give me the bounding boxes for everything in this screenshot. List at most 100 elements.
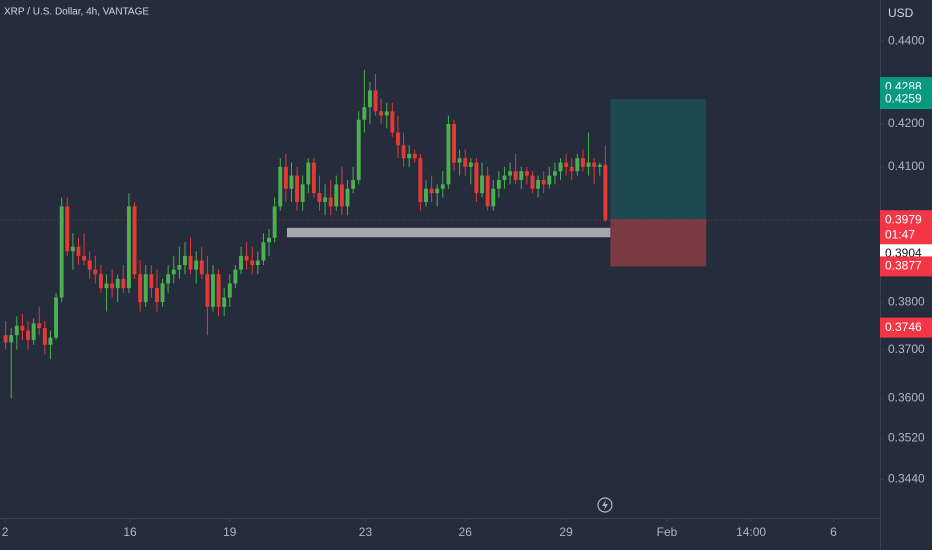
candle-body [31,323,36,341]
candle-body [418,158,423,202]
candle-body [93,269,98,275]
candle-body [177,265,182,270]
replay-icon[interactable] [597,497,613,513]
loss-zone [610,219,707,267]
candle-body [367,90,372,108]
candle-body [3,335,8,343]
chart-title: XRP / U.S. Dollar, 4h, VANTAGE [4,7,149,18]
price-label: 0.3979 [885,212,922,226]
candle-body [82,255,87,261]
candle-body [519,171,524,180]
y-tick-label: 0.4200 [888,116,925,130]
price-label-box [880,210,932,245]
candle-body [345,188,350,207]
candle-body [446,123,451,185]
candle-body [334,184,339,207]
candle-body [564,162,569,167]
candle-body [457,158,462,163]
candle-body [390,111,395,133]
candle-body [14,325,19,336]
candle-body [20,325,25,331]
x-tick-label: 19 [223,525,237,539]
candle-body [311,162,316,194]
candle-body [496,179,501,189]
candle-body [328,197,333,207]
candle-body [530,175,535,189]
candle-body [160,283,165,303]
candle-body [244,255,249,261]
candle-body [502,175,507,180]
candle-body [452,123,456,163]
candle-body [205,274,210,307]
candle-body [424,188,428,202]
candle-body [552,171,557,176]
candle-body [468,162,473,167]
candle-body [592,162,597,167]
price-label: 0.3746 [885,320,922,334]
x-tick-label: 26 [459,525,473,539]
candle-body [26,330,30,341]
currency-label: USD [888,6,914,20]
candle-body [491,188,496,207]
candle-body [435,188,440,194]
candle-body [154,288,159,303]
candle-body [143,274,148,303]
candle-body [199,260,204,275]
candle-body [317,193,322,202]
candle-body [121,278,126,289]
candle-body [300,184,305,202]
countdown: 01:47 [885,227,915,241]
candle-body [250,260,255,266]
candle-body [233,269,238,284]
candle-body [362,107,367,120]
candle-body [9,335,14,343]
candle-body [384,111,389,116]
candle-body [463,158,468,167]
candle-body [272,206,277,238]
y-tick-label: 0.3440 [888,471,925,485]
candle-body [339,184,344,207]
candle-body [407,153,412,159]
candle-body [480,175,484,194]
icon-circle[interactable] [597,497,613,513]
y-tick-label: 0.3600 [888,391,925,405]
candle-body [575,158,580,172]
candle-body [524,171,529,176]
candle-body [59,206,64,298]
candle-body [306,162,311,185]
y-tick-label: 0.4100 [888,159,925,173]
candle-body [356,119,361,180]
candle-body [541,179,546,185]
candle-body [569,166,574,172]
candle-body [216,274,221,307]
candle-body [396,132,400,146]
candle-body [76,246,81,256]
candle-body [597,164,602,167]
candle-body [323,197,328,202]
icon-bolt[interactable] [602,500,608,510]
candle-body [42,328,47,345]
x-tick-label: 29 [559,525,573,539]
candle-body [508,171,513,176]
candle-body [373,90,378,112]
candle-body [513,171,518,180]
candle-body [166,274,171,284]
candle-body [283,166,288,189]
candle-body [37,323,42,329]
candle-body [48,337,53,345]
price-label: 0.3877 [885,259,922,273]
candle-body [227,283,232,298]
candle-body [289,175,294,189]
candle-body [351,179,356,189]
candle-body [70,246,75,252]
candle-body [401,145,406,159]
candle-body [255,260,260,266]
candle-body [115,278,120,289]
price-label: 0.4259 [885,91,922,105]
candle-body [54,297,59,338]
price-label-box [880,317,932,338]
candle-body [65,206,70,252]
candle-body [547,175,552,185]
